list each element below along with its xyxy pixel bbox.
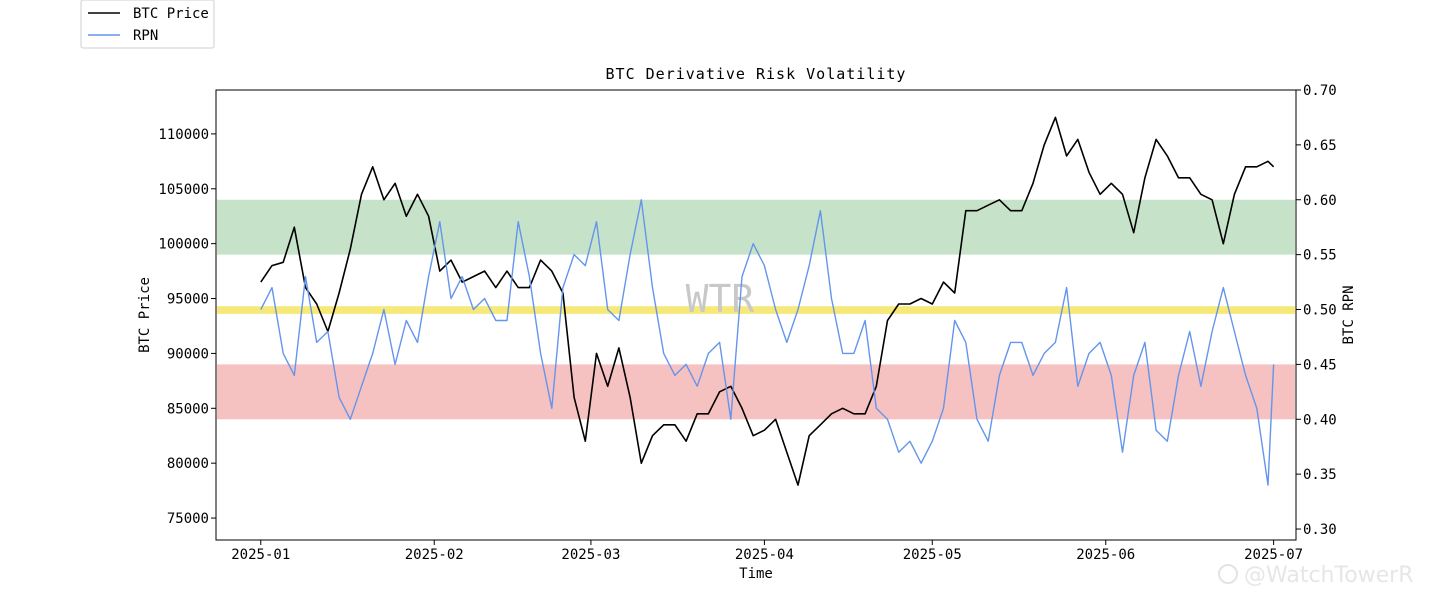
x-tick-label: 2025-06 (1076, 547, 1135, 563)
x-tick-label: 2025-01 (231, 547, 290, 563)
x-tick-label: 2025-02 (405, 547, 464, 563)
watermark-center: WTR (686, 277, 755, 321)
x-tick-label: 2025-04 (735, 547, 794, 563)
series-layer (260, 116, 1275, 486)
y-right-tick-label: 0.65 (1303, 138, 1337, 154)
y-left-axis: 75000 80000 85000 90000 95000 100000 105000 110… (158, 127, 216, 527)
y-right-axis-title: BTC RPN (1341, 285, 1357, 344)
weibo-logo-icon (1218, 564, 1238, 584)
y-right-tick-label: 0.45 (1303, 357, 1337, 373)
chart-title: BTC Derivative Risk Volatility (606, 65, 907, 83)
risk-bands (217, 199, 1295, 420)
x-tick-label: 2025-05 (903, 547, 962, 563)
y-left-tick-label: 85000 (167, 401, 209, 417)
x-tick-label: 2025-03 (561, 547, 620, 563)
y-right-axis: 0.30 0.35 0.40 0.45 0.50 0.55 0.60 0.65 0.70 (1296, 83, 1337, 538)
y-left-tick-label: 80000 (167, 456, 209, 472)
watermark-corner-group: @WatchTowerR (1218, 563, 1414, 588)
y-left-tick-label: 105000 (158, 182, 209, 198)
x-axis-title: Time (739, 566, 773, 582)
legend-rpn-label: RPN (133, 28, 158, 44)
y-right-tick-label: 0.60 (1303, 193, 1337, 209)
legend-btc-price-label: BTC Price (133, 6, 209, 22)
watermark-corner: @WatchTowerR (1244, 563, 1414, 588)
y-left-axis-title: BTC Price (137, 277, 153, 353)
y-right-tick-label: 0.40 (1303, 412, 1337, 428)
y-left-tick-label: 90000 (167, 346, 209, 362)
y-left-tick-label: 75000 (167, 511, 209, 527)
y-right-tick-label: 0.70 (1303, 83, 1337, 99)
legend: BTC Price RPN (80, 0, 215, 49)
y-right-tick-label: 0.30 (1303, 522, 1337, 538)
band-red (217, 364, 1295, 420)
series-line-btc-price (260, 116, 1275, 486)
legend-box (80, 0, 215, 49)
x-axis: 2025-01 2025-02 2025-03 2025-04 2025-05 2025-… (231, 540, 1303, 563)
plot-frame (215, 89, 1297, 541)
y-left-tick-label: 110000 (158, 127, 209, 143)
y-left-tick-label: 100000 (158, 237, 209, 253)
y-right-tick-label: 0.35 (1303, 467, 1337, 483)
y-left-tick-label: 95000 (167, 292, 209, 308)
band-green (217, 199, 1295, 255)
series-line-rpn (260, 199, 1275, 486)
x-tick-label: 2025-07 (1244, 547, 1303, 563)
y-right-tick-label: 0.50 (1303, 303, 1337, 319)
band-yellow (217, 306, 1295, 314)
y-right-tick-label: 0.55 (1303, 248, 1337, 264)
